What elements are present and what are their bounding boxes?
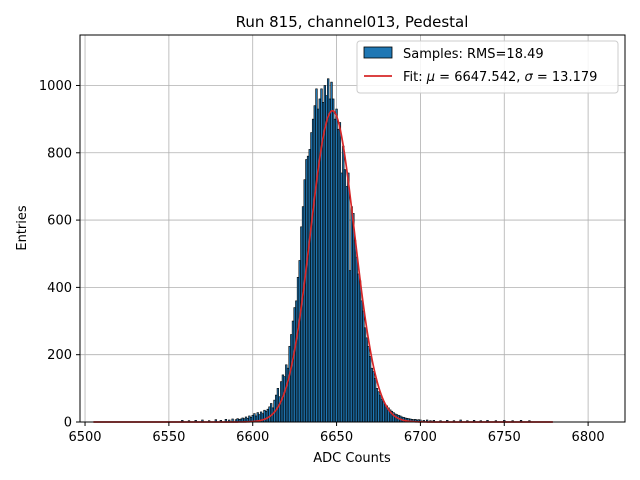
- legend-fit-mu-symbol: μ: [426, 70, 435, 85]
- x-tick-label: 6750: [488, 430, 521, 445]
- plot-frame: [79, 34, 626, 423]
- legend-samples-label: Samples: RMS=18.49: [403, 47, 544, 62]
- legend-fit-sigma-symbol: σ: [525, 70, 534, 85]
- chart-title: Run 815, channel013, Pedestal: [236, 13, 469, 31]
- y-axis-label: Entries: [15, 205, 30, 251]
- x-axis-ticks: 6500 6550 6600 6650 6700 6750 6800: [68, 422, 605, 445]
- x-tick-label: 6600: [236, 430, 269, 445]
- x-tick-label: 6500: [68, 430, 101, 445]
- y-tick-label: 800: [47, 146, 72, 161]
- x-tick-label: 6650: [320, 430, 353, 445]
- y-tick-label: 200: [47, 348, 72, 363]
- x-tick-label: 6550: [152, 430, 185, 445]
- legend-fit-mu-value: = 6647.542,: [435, 70, 524, 85]
- legend-fit-sigma-value: = 13.179: [533, 70, 598, 85]
- y-axis-ticks: 0 200 400 600 800 1000: [39, 79, 80, 431]
- y-tick-label: 600: [47, 214, 72, 229]
- legend: Samples: RMS=18.49 Fit: μ = 6647.542, σ …: [356, 40, 619, 94]
- legend-box: [356, 40, 619, 94]
- legend-samples-swatch: [363, 46, 393, 59]
- x-axis-label: ADC Counts: [313, 451, 391, 466]
- x-tick-label: 6800: [572, 430, 605, 445]
- y-tick-label: 0: [64, 416, 72, 431]
- x-tick-label: 6700: [404, 430, 437, 445]
- y-tick-label: 400: [47, 281, 72, 296]
- legend-fit-prefix: Fit:: [403, 70, 427, 85]
- y-tick-label: 1000: [39, 79, 72, 94]
- legend-fit-label: Fit: μ = 6647.542, σ = 13.179: [403, 70, 597, 85]
